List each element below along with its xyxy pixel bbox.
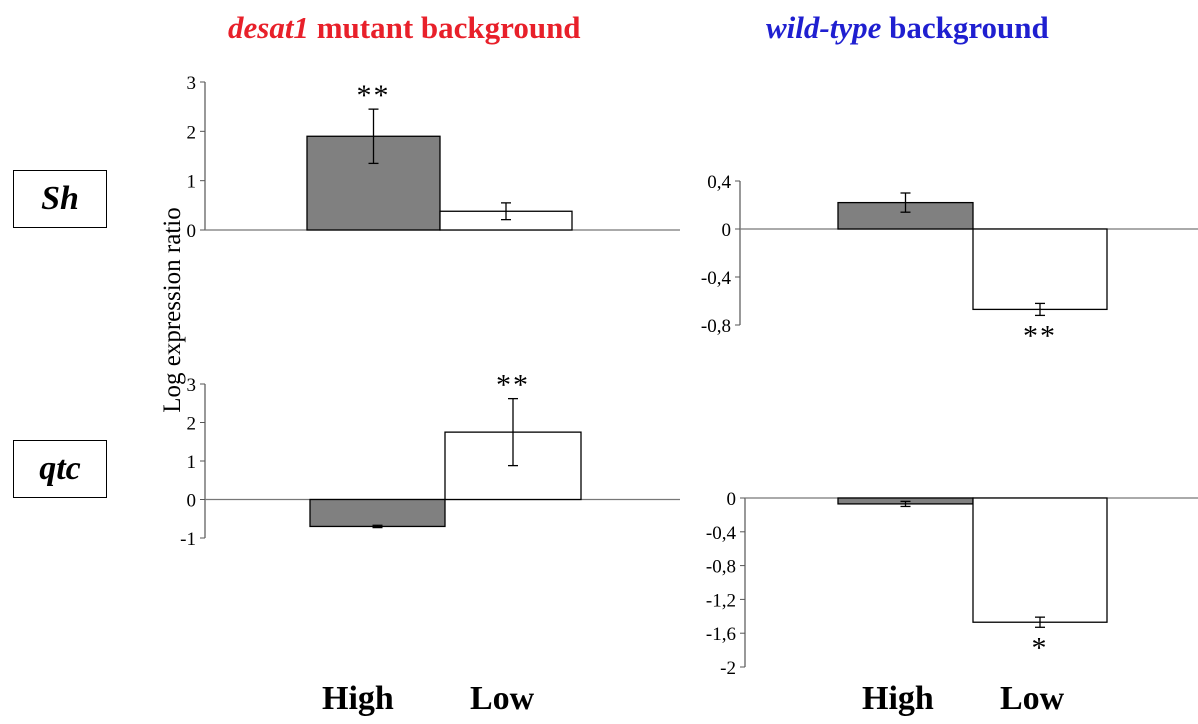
y-tick-label-sh-wt-3: -0,8	[701, 316, 731, 337]
title-left-gene: desat1	[228, 10, 309, 45]
x-category-right-low: Low	[1000, 680, 1065, 717]
y-tick-label-qtc-mutant-4: -1	[180, 529, 196, 550]
title-right-italic: wild-type	[766, 10, 882, 45]
title-right: wild-type background	[766, 10, 1049, 46]
y-tick-label-qtc-mutant-2: 1	[187, 452, 197, 473]
y-tick-label-qtc-wt-5: -2	[720, 658, 736, 679]
y-tick-label-qtc-wt-2: -0,8	[706, 557, 736, 578]
significance-qtc-mutant-1: **	[496, 369, 530, 402]
y-tick-label-qtc-wt-0: 0	[727, 489, 737, 510]
bar-qtc-wt-low	[972, 497, 1108, 623]
y-tick-label-sh-wt-0: 0,4	[707, 172, 731, 193]
bar-sh-wt-low	[972, 228, 1108, 311]
y-tick-label-sh-mutant-0: 0	[187, 221, 197, 242]
y-tick-label-sh-mutant-3: 3	[187, 73, 197, 94]
significance-sh-mutant-0: **	[357, 79, 391, 112]
x-category-left-high: High	[322, 680, 394, 717]
title-left: desat1 mutant background	[228, 10, 581, 46]
x-category-right-high: High	[862, 680, 934, 717]
y-tick-label-sh-mutant-1: 1	[187, 172, 197, 193]
title-left-text: mutant background	[308, 10, 581, 45]
significance-qtc-wt-1: *	[1032, 631, 1049, 664]
y-tick-label-qtc-mutant-3: 0	[187, 491, 197, 512]
title-right-text: background	[881, 10, 1049, 45]
x-category-left-low: Low	[470, 680, 535, 717]
row-label-bottom: qtc	[13, 440, 107, 498]
y-tick-label-qtc-mutant-1: 2	[187, 414, 197, 435]
y-tick-label-sh-wt-2: -0,4	[701, 268, 732, 289]
y-tick-label-qtc-wt-1: -0,4	[706, 523, 737, 544]
row-label-top: Sh	[13, 170, 107, 228]
y-tick-label-sh-mutant-2: 2	[187, 122, 197, 143]
y-tick-label-qtc-mutant-0: 3	[187, 375, 197, 396]
y-tick-label-qtc-wt-4: -1,6	[706, 624, 736, 645]
bar-qtc-mutant-high	[309, 498, 446, 528]
y-tick-label-qtc-wt-3: -1,2	[706, 590, 736, 611]
y-tick-label-sh-wt-1: 0	[722, 220, 732, 241]
significance-sh-wt-1: **	[1023, 319, 1057, 352]
